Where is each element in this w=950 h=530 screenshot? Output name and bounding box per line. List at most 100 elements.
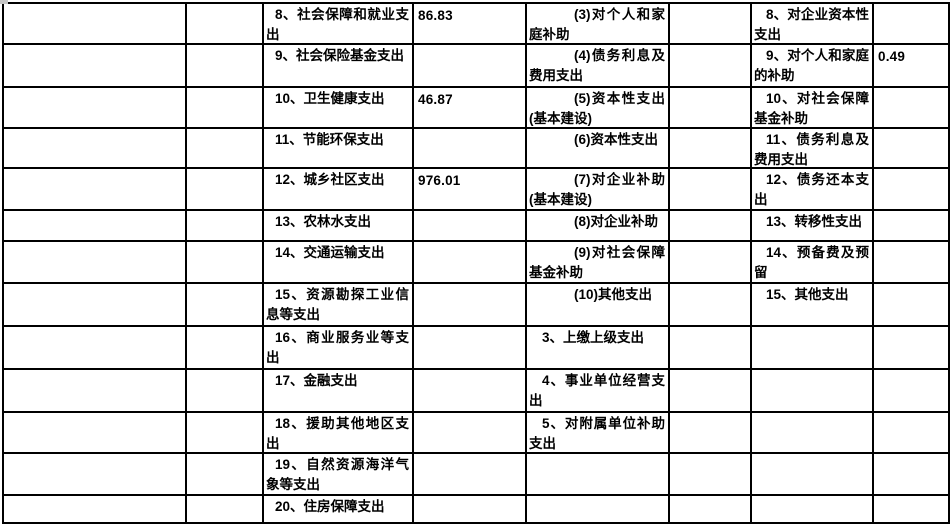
table-cell-empty <box>670 413 750 452</box>
table-cell-empty <box>414 45 525 86</box>
table-cell-empty <box>414 242 525 282</box>
table-cell-item: (7)对企业补助(基本建设) <box>527 169 668 209</box>
table-cell-empty <box>670 211 750 240</box>
table-cell-empty <box>187 88 262 127</box>
table-cell-item: (9)对社会保障基金补助 <box>527 242 668 282</box>
table-cell-item: 19、自然资源海洋气象等支出 <box>264 454 412 494</box>
table-cell-item: 14、预备费及预留 <box>752 242 872 282</box>
table-cell-empty <box>874 242 948 282</box>
table-cell-item: 15、其他支出 <box>752 284 872 325</box>
table-cell-item: 8、对企业资本性支出 <box>752 4 872 43</box>
table-cell-item: 12、债务还本支出 <box>752 169 872 209</box>
table-cell-empty <box>4 413 185 452</box>
table-cell-empty <box>4 45 185 86</box>
table-cell-empty <box>752 370 872 411</box>
table-cell-empty <box>187 327 262 368</box>
table-cell-item: 5、对附属单位补助支出 <box>527 413 668 452</box>
table-cell-item: 20、住房保障支出 <box>264 496 412 522</box>
table-cell-item: 16、商业服务业等支出 <box>264 327 412 368</box>
table-cell-empty <box>670 242 750 282</box>
table-cell-empty <box>414 129 525 167</box>
table-cell-empty <box>752 413 872 452</box>
table-cell-amount: 86.83 <box>414 4 525 43</box>
table-cell-empty <box>670 4 750 43</box>
table-cell-empty <box>187 4 262 43</box>
table-cell-empty <box>670 45 750 86</box>
table-cell-item: 4、事业单位经营支出 <box>527 370 668 411</box>
table-cell-empty <box>874 129 948 167</box>
table-cell-item: (4)债务利息及费用支出 <box>527 45 668 86</box>
table-cell-empty <box>670 169 750 209</box>
table-cell-empty <box>752 327 872 368</box>
table-cell-empty <box>187 284 262 325</box>
table-cell-empty <box>187 413 262 452</box>
table-cell-empty <box>670 129 750 167</box>
window-corner-artifact <box>0 0 8 4</box>
table-cell-item: 17、金融支出 <box>264 370 412 411</box>
table-cell-item: 13、转移性支出 <box>752 211 872 240</box>
table-cell-item: 3、上缴上级支出 <box>527 327 668 368</box>
table-cell-empty <box>4 4 185 43</box>
table-cell-empty <box>670 88 750 127</box>
table-cell-empty <box>874 327 948 368</box>
table-cell-empty <box>4 284 185 325</box>
table-cell-empty <box>187 169 262 209</box>
table-cell-empty <box>670 370 750 411</box>
table-cell-empty <box>187 496 262 522</box>
table-cell-empty <box>670 284 750 325</box>
table-cell-empty <box>4 88 185 127</box>
table-cell-empty <box>187 242 262 282</box>
table-cell-empty <box>187 45 262 86</box>
table-cell-item: 9、社会保险基金支出 <box>264 45 412 86</box>
table-cell-empty <box>414 413 525 452</box>
table-cell-empty <box>4 242 185 282</box>
table-cell-empty <box>414 284 525 325</box>
table-cell-empty <box>874 211 948 240</box>
table-cell-item: 13、农林水支出 <box>264 211 412 240</box>
table-cell-empty <box>752 454 872 494</box>
table-cell-item: (6)资本性支出 <box>527 129 668 167</box>
table-cell-item: 15、资源勘探工业信息等支出 <box>264 284 412 325</box>
table-cell-empty <box>670 454 750 494</box>
table-cell-item: (5)资本性支出(基本建设) <box>527 88 668 127</box>
table-cell-item: 11、债务利息及费用支出 <box>752 129 872 167</box>
table-cell-item: 8、社会保障和就业支出 <box>264 4 412 43</box>
table-cell-item: 14、交通运输支出 <box>264 242 412 282</box>
table-cell-item: 10、对社会保障基金补助 <box>752 88 872 127</box>
table-cell-empty <box>874 370 948 411</box>
table-cell-item: 18、援助其他地区支出 <box>264 413 412 452</box>
table-cell-empty <box>4 370 185 411</box>
table-cell-empty <box>4 496 185 522</box>
table-cell-item: (8)对企业补助 <box>527 211 668 240</box>
table-cell-empty <box>4 327 185 368</box>
table-cell-empty <box>414 327 525 368</box>
table-cell-empty <box>414 370 525 411</box>
table-cell-item: (10)其他支出 <box>527 284 668 325</box>
table-cell-empty <box>752 496 872 522</box>
table-cell-empty <box>670 496 750 522</box>
table-cell-item: 12、城乡社区支出 <box>264 169 412 209</box>
table-cell-empty <box>4 454 185 494</box>
table-cell-item: 11、节能环保支出 <box>264 129 412 167</box>
table-cell-empty <box>414 211 525 240</box>
table-cell-empty <box>4 129 185 167</box>
table-cell-item: 10、卫生健康支出 <box>264 88 412 127</box>
table-cell-empty <box>527 496 668 522</box>
table-cell-amount: 976.01 <box>414 169 525 209</box>
table-cell-empty <box>874 413 948 452</box>
table-cell-empty <box>414 454 525 494</box>
table-cell-empty <box>874 284 948 325</box>
table-cell-empty <box>187 129 262 167</box>
table-cell-empty <box>527 454 668 494</box>
table-cell-empty <box>874 496 948 522</box>
table-cell-amount: 46.87 <box>414 88 525 127</box>
table-cell-item: 9、对个人和家庭的补助 <box>752 45 872 86</box>
table-cell-empty <box>874 169 948 209</box>
table-cell-empty <box>874 4 948 43</box>
table-cell-empty <box>187 211 262 240</box>
table-cell-empty <box>4 211 185 240</box>
table-cell-empty <box>187 370 262 411</box>
table-cell-amount: 0.49 <box>874 45 948 86</box>
